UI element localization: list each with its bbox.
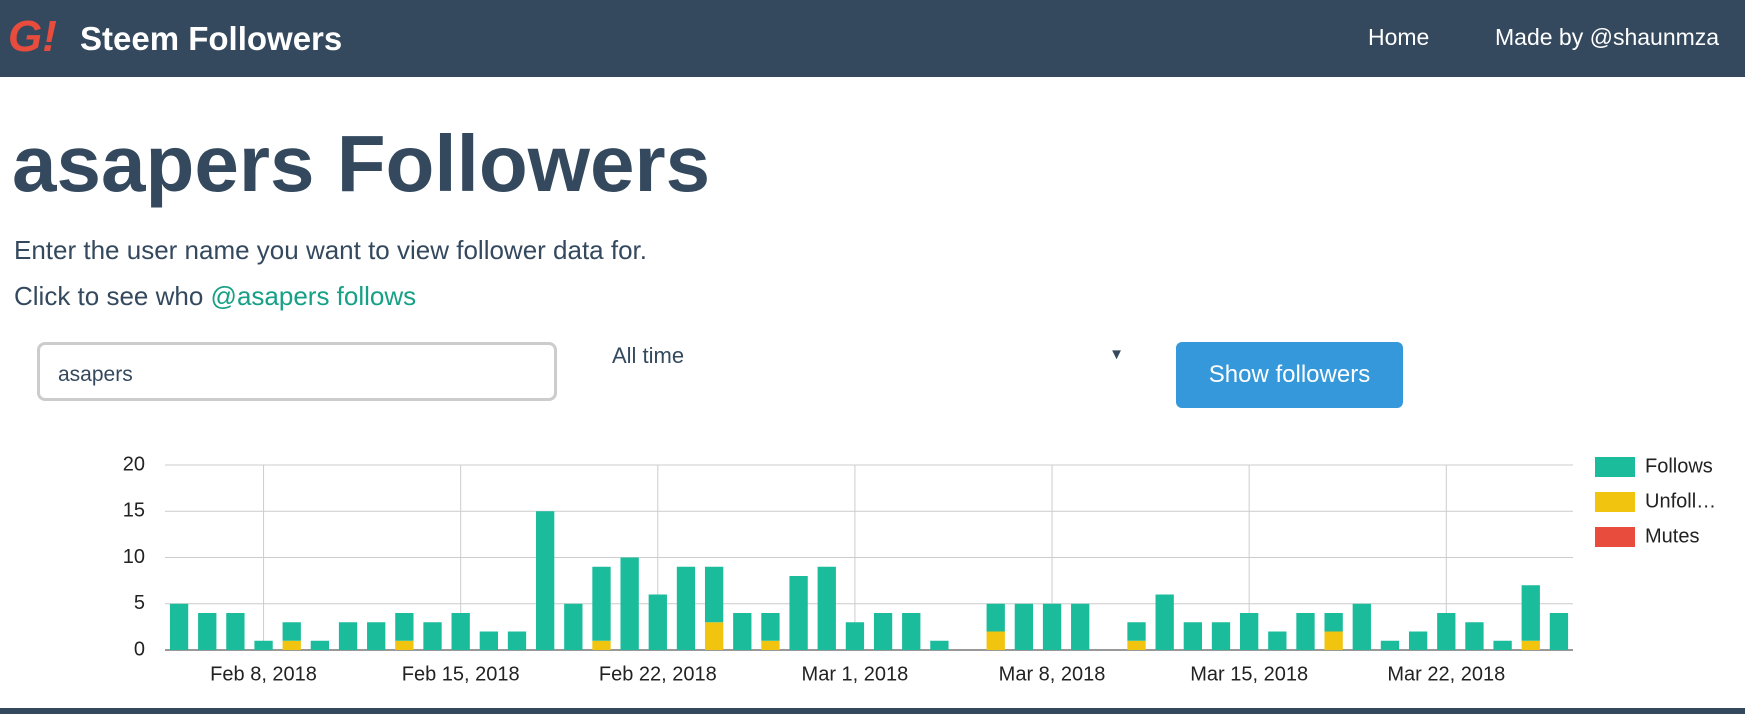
bar: [479, 631, 498, 650]
bar: [1014, 603, 1034, 650]
prompt: Click to see who: [14, 281, 204, 311]
bar: [1127, 622, 1146, 641]
legend-swatch: [1595, 457, 1635, 477]
bar: [986, 603, 1005, 632]
bar: [1324, 631, 1343, 650]
bar: [1127, 640, 1146, 650]
y-tick-label: 0: [134, 638, 145, 660]
heading: asapers Followers: [12, 119, 711, 208]
y-tick-label: 10: [123, 546, 145, 568]
logo[interactable]: G!: [8, 12, 57, 61]
brand[interactable]: Steem Followers: [80, 20, 343, 57]
navbar: G! Steem Followers Home Made by @shaunmz…: [0, 0, 1745, 77]
bar: [592, 566, 611, 641]
follows-line: Click to see who @asapers follows: [14, 281, 416, 312]
bar: [1380, 640, 1400, 650]
legend-swatch: [1595, 527, 1635, 547]
period-value: All time: [612, 343, 685, 368]
intro: Enter the user name you want to view fol…: [14, 235, 648, 265]
bar: [1465, 622, 1484, 650]
footer-bar: [0, 708, 1745, 714]
bar: [733, 613, 752, 650]
bar: [1521, 640, 1540, 650]
legend-swatch: [1595, 492, 1635, 512]
bar: [704, 566, 724, 623]
bar: [564, 603, 583, 650]
nav-link[interactable]: Made by @shaunmza: [1495, 24, 1720, 50]
bar: [1408, 631, 1428, 650]
x-tick-label: Mar 8, 2018: [999, 663, 1106, 685]
bar: [1071, 603, 1090, 650]
bar: [845, 622, 865, 650]
bar: [1211, 622, 1231, 650]
bar: [817, 566, 836, 650]
bar: [338, 622, 358, 650]
bar: [676, 566, 696, 650]
show-button[interactable]: Show followers: [1176, 342, 1403, 408]
legend-label: Unfoll…: [1645, 490, 1716, 512]
bar: [536, 511, 555, 650]
chart: 0 5 10 15 20 Feb 8, 2018 Feb 15, 2018 Feb 22, 2…: [123, 453, 1716, 685]
x-tick-label: Feb 15, 2018: [402, 663, 520, 685]
x-tick-label: Mar 22, 2018: [1387, 663, 1505, 685]
bar: [254, 640, 273, 650]
bar: [986, 631, 1005, 650]
y-tick-label: 20: [123, 453, 145, 475]
bar: [1155, 594, 1174, 650]
follows-link[interactable]: @asapers follows: [210, 281, 417, 311]
bar: [198, 613, 217, 650]
x-tick-label: Feb 8, 2018: [210, 663, 317, 685]
username-input[interactable]: asapers: [37, 342, 557, 401]
bar: [282, 622, 301, 641]
bar: [226, 613, 245, 650]
bar: [592, 640, 611, 650]
bar: [930, 640, 949, 650]
bar: [761, 640, 780, 650]
x-tick-label: Feb 22, 2018: [599, 663, 717, 685]
legend-label: Follows: [1645, 455, 1713, 477]
bar: [1268, 631, 1287, 650]
bar: [282, 640, 301, 650]
y-tick-label: 15: [123, 500, 145, 522]
bar: [648, 594, 667, 650]
bar: [1549, 613, 1569, 650]
bar: [451, 613, 470, 650]
bar: [902, 613, 921, 650]
bar: [1493, 640, 1512, 650]
bar: [704, 622, 724, 650]
bar: [1240, 613, 1259, 650]
dropdown-arrow: ▼: [1109, 346, 1124, 363]
x-tick-label: Mar 1, 2018: [802, 663, 909, 685]
bar: [1324, 613, 1343, 632]
bar: [395, 640, 414, 650]
bar: [1042, 603, 1062, 650]
bar: [873, 613, 893, 650]
bar: [1296, 613, 1315, 650]
legend-label: Mutes: [1645, 525, 1699, 547]
bar: [1352, 603, 1371, 650]
bar: [1183, 622, 1202, 650]
bar: [1521, 585, 1540, 641]
y-tick-label: 5: [134, 592, 145, 614]
bar: [761, 613, 780, 641]
bar: [1437, 613, 1456, 650]
bar: [395, 613, 414, 641]
x-tick-label: Mar 15, 2018: [1190, 663, 1308, 685]
bar: [423, 622, 442, 650]
bar: [789, 576, 808, 650]
nav-link[interactable]: Home: [1368, 24, 1430, 50]
bar: [367, 622, 386, 650]
bar: [507, 631, 527, 650]
bar: [620, 557, 639, 650]
period-select[interactable]: All time ▼: [612, 343, 1124, 369]
bar: [310, 640, 330, 650]
bar: [169, 603, 189, 650]
